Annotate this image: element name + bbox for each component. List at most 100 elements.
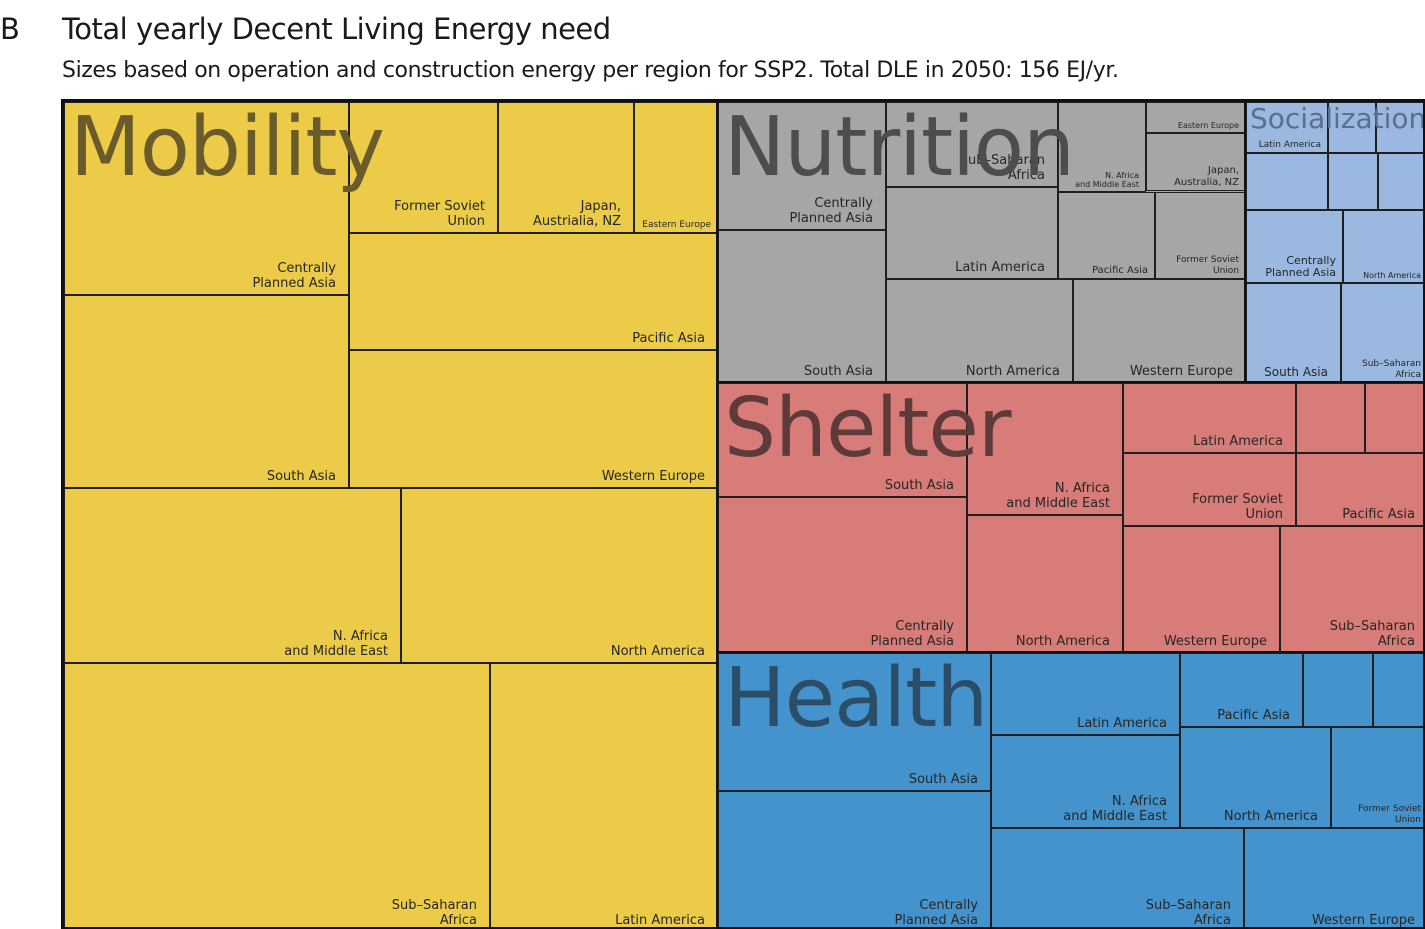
tile-label: Eastern Europe (1177, 120, 1239, 130)
tile-label: South Asia (1264, 365, 1328, 380)
treemap-tile-former-soviet-union: Former Soviet Union (1155, 192, 1244, 279)
tile-label: N. Africa and Middle East (1006, 481, 1110, 512)
treemap-group-shelter: South Asia Centrally Planned Asia N. Afric… (717, 382, 1423, 652)
treemap-tile-minor (1365, 383, 1423, 453)
treemap-tile-former-soviet-union: Former Soviet Union (1123, 453, 1296, 526)
treemap-tile-minor (1303, 653, 1373, 727)
treemap-tile-south-asia: South Asia (64, 295, 349, 488)
treemap-tile-latin-america: Latin America (1246, 102, 1328, 153)
tile-label: Centrally Planned Asia (789, 196, 873, 227)
treemap-tile-centrally-planned-asia: Centrally Planned Asia (718, 102, 886, 230)
treemap-group-nutrition: South Asia Centrally Planned Asia Sub–Saha… (717, 101, 1245, 382)
tile-label: Former Soviet Union (1358, 804, 1421, 825)
tile-label: N. Africa and Middle East (284, 629, 388, 660)
treemap-tile-south-asia: South Asia (1246, 283, 1341, 381)
tile-label: Former Soviet Union (1176, 255, 1239, 276)
treemap-tile-south-asia: South Asia (718, 230, 886, 381)
tile-label: Sub–Saharan Africa (959, 153, 1045, 184)
tile-label: North America (1363, 270, 1421, 280)
treemap-tile-centrally-planned-asia: Centrally Planned Asia (718, 497, 967, 651)
treemap-tile-minor (1376, 102, 1423, 153)
treemap-tile-minor (1328, 102, 1376, 153)
treemap-tile-n-africa-and-middle-east: N. Africa and Middle East (64, 488, 401, 663)
treemap-tile-former-soviet-union: Former Soviet Union (1331, 727, 1423, 828)
treemap-tile-north-america: North America (1180, 727, 1331, 828)
treemap-tile-minor (1328, 153, 1378, 210)
tile-label: North America (610, 644, 705, 660)
treemap-tile-minor (1246, 153, 1328, 210)
treemap-tile-latin-america: Latin America (490, 663, 716, 929)
tile-label: Sub–Saharan Africa (1329, 619, 1415, 650)
treemap-group-mobility: Sub–Saharan Africa Latin America N. Africa… (63, 101, 717, 929)
tile-label: North America (1223, 809, 1318, 825)
tile-label: Japan, Austrialia, NZ (532, 199, 621, 230)
tile-label: South Asia (908, 772, 978, 788)
treemap-tile-sub-saharan-africa: Sub–Saharan Africa (886, 102, 1058, 187)
tile-label: Pacific Asia (1092, 264, 1148, 276)
treemap-tile-western-europe: Western Europe (1123, 526, 1280, 651)
treemap-group-health: South Asia Centrally Planned Asia Latin Am… (717, 652, 1423, 929)
tile-label: Latin America (1193, 434, 1283, 450)
treemap-tile-south-asia: South Asia (718, 383, 967, 497)
tile-label: Former Soviet Union (1192, 492, 1283, 523)
treemap-tile-n-africa-and-middle-east: N. Africa and Middle East (967, 383, 1123, 515)
tile-label: Japan, Australia, NZ (1174, 165, 1239, 188)
tile-label: Latin America (1258, 139, 1321, 150)
tile-label: Sub–Saharan Africa (1362, 359, 1421, 380)
tile-label: N. Africa and Middle East (1075, 170, 1139, 189)
tile-label: Western Europe (601, 469, 705, 485)
treemap-tile-western-europe: Western Europe (1073, 279, 1244, 381)
tile-label: North America (965, 364, 1060, 380)
treemap-tile-centrally-planned-asia: Centrally Planned Asia (64, 102, 349, 295)
treemap-tile-latin-america: Latin America (886, 187, 1058, 279)
tile-label: Pacific Asia (1217, 708, 1290, 724)
treemap-tile-latin-america: Latin America (991, 653, 1180, 735)
tile-label: South Asia (803, 364, 873, 380)
treemap-tile-north-america: North America (967, 515, 1123, 651)
treemap-tile-japan-australia-nz: Japan, Australia, NZ (1146, 133, 1244, 191)
treemap-tile-pacific-asia: Pacific Asia (1296, 453, 1423, 526)
tile-label: Sub–Saharan Africa (1145, 898, 1231, 929)
tile-label: Latin America (615, 913, 705, 929)
treemap-tile-eastern-europe: Eastern Europe (1146, 102, 1244, 133)
tile-label: Eastern Europe (642, 219, 711, 230)
tile-label: Centrally Planned Asia (1265, 253, 1336, 280)
treemap-tile-centrally-planned-asia: Centrally Planned Asia (1246, 210, 1343, 283)
tile-label: N. Africa and Middle East (1063, 794, 1167, 825)
treemap-tile-north-america: North America (1343, 210, 1423, 283)
treemap: Sub–Saharan Africa Latin America N. Africa… (61, 99, 1425, 929)
treemap-tile-japan-austrialia-nz: Japan, Austrialia, NZ (498, 102, 634, 233)
treemap-tile-minor (1373, 653, 1423, 727)
tile-label: Western Europe (1163, 634, 1267, 650)
treemap-tile-eastern-europe: Eastern Europe (634, 102, 716, 233)
treemap-tile-n-africa-and-middle-east: N. Africa and Middle East (1058, 102, 1146, 192)
tile-label: Latin America (955, 260, 1045, 276)
treemap-tile-western-europe: Western Europe (349, 350, 716, 488)
tile-label: South Asia (266, 469, 336, 485)
tile-label: North America (1015, 634, 1110, 650)
tile-label: South Asia (884, 478, 954, 494)
treemap-tile-former-soviet-union: Former Soviet Union (349, 102, 498, 233)
treemap-tile-minor (1378, 153, 1423, 210)
tile-label: Sub–Saharan Africa (391, 898, 477, 929)
treemap-group-socialization: Latin America Centrally Planned Asia North… (1245, 101, 1423, 382)
treemap-tile-sub-saharan-africa: Sub–Saharan Africa (991, 828, 1244, 929)
chart-subtitle: Sizes based on operation and constructio… (62, 58, 1119, 83)
tile-label: Former Soviet Union (394, 199, 485, 230)
treemap-tile-pacific-asia: Pacific Asia (1180, 653, 1303, 727)
treemap-tile-sub-saharan-africa: Sub–Saharan Africa (64, 663, 490, 929)
tile-label: Centrally Planned Asia (252, 261, 336, 292)
tile-label: Latin America (1077, 716, 1167, 732)
tile-label: Pacific Asia (632, 331, 705, 347)
panel-letter: B (0, 12, 20, 46)
tile-label: Pacific Asia (1342, 507, 1415, 523)
tile-label: Centrally Planned Asia (894, 898, 978, 929)
tile-label: Western Europe (1311, 913, 1415, 929)
treemap-tile-pacific-asia: Pacific Asia (1058, 192, 1155, 279)
treemap-tile-south-asia: South Asia (718, 653, 991, 791)
tile-label: Centrally Planned Asia (870, 619, 954, 650)
treemap-tile-centrally-planned-asia: Centrally Planned Asia (718, 791, 991, 929)
treemap-tile-sub-saharan-africa: Sub–Saharan Africa (1341, 283, 1423, 381)
treemap-tile-n-africa-and-middle-east: N. Africa and Middle East (991, 735, 1180, 828)
tile-label: Western Europe (1129, 364, 1233, 380)
